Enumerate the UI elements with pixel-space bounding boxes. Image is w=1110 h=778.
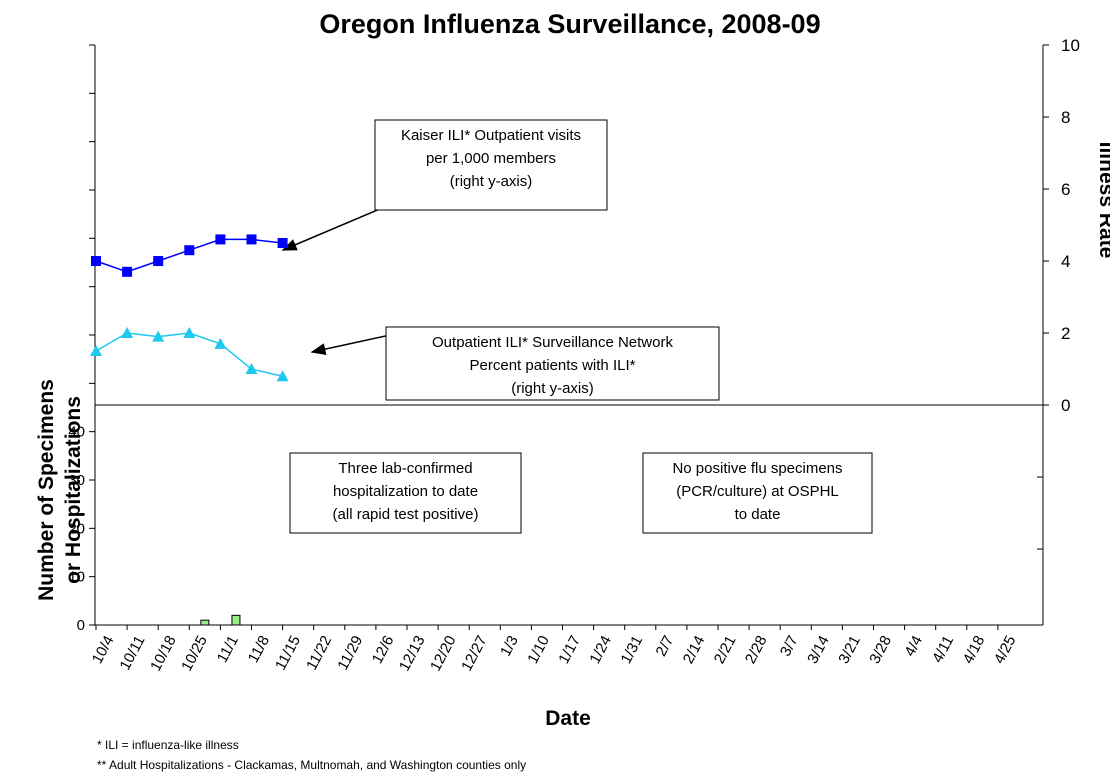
annotation: (all rapid test positive) <box>333 506 479 523</box>
y2-tick-label: 4 <box>1061 252 1070 271</box>
y-tick-label: 40 <box>68 424 85 441</box>
x-tick-label: 4/4 <box>901 633 926 659</box>
annotation-box <box>642 452 873 534</box>
x-tick-label: 11/15 <box>272 633 304 673</box>
annotation: Outpatient ILI* Surveillance Network <box>432 334 673 351</box>
annotation-box <box>374 119 608 211</box>
marker <box>90 345 102 357</box>
x-tick-label: 2/21 <box>711 633 740 667</box>
x-tick-label: 12/27 <box>458 633 491 674</box>
annotation: to date <box>735 506 781 523</box>
marker <box>152 330 165 342</box>
marker <box>277 238 288 249</box>
annotation: Three lab-confirmed <box>338 460 472 477</box>
x-tick-label: 12/20 <box>427 633 460 674</box>
annotation: per 1,000 members <box>426 150 556 167</box>
annotation: (PCR/culture) at OSPHL <box>676 483 839 500</box>
x-tick-label: 4/11 <box>929 633 957 666</box>
x-tick-label: 1/17 <box>555 633 584 667</box>
x-tick-label: 1/24 <box>586 633 615 667</box>
bar <box>200 619 210 626</box>
x-tick-label: 3/7 <box>777 633 802 659</box>
marker <box>91 256 101 267</box>
x-tick-label: 12/13 <box>396 633 429 674</box>
arrow <box>310 334 391 355</box>
x-tick-label: 11/29 <box>334 633 366 673</box>
marker <box>246 234 257 245</box>
y2-tick-label: 8 <box>1061 108 1070 127</box>
footnote: * ILI = influenza-like illness <box>97 738 239 752</box>
x-axis-title: Date <box>545 707 591 730</box>
annotation: hospitalization to date <box>333 483 478 500</box>
marker <box>276 370 289 382</box>
x-tick-label: 10/18 <box>147 633 180 674</box>
y2-tick-label: 2 <box>1061 324 1070 343</box>
annotation: Percent patients with ILI* <box>470 357 636 374</box>
x-tick-label: 2/28 <box>742 633 771 667</box>
marker <box>214 337 227 349</box>
marker <box>215 234 226 245</box>
y2-tick-label: 6 <box>1061 180 1070 199</box>
x-tick-label: 10/11 <box>117 633 149 673</box>
x-tick-label: 2/7 <box>653 633 678 659</box>
marker <box>245 363 258 375</box>
x-tick-label: 2/14 <box>680 633 709 667</box>
x-tick-label: 3/28 <box>866 633 895 667</box>
y-tick-label: 10 <box>68 569 85 586</box>
x-tick-label: 12/6 <box>369 633 398 667</box>
y2-tick-label: 0 <box>1061 396 1070 415</box>
x-tick-label: 3/21 <box>835 633 864 667</box>
y-axis-title: or Hospitalizations <box>62 396 85 584</box>
annotation-box <box>385 326 720 401</box>
x-tick-label: 3/14 <box>804 633 833 667</box>
x-tick-label: 4/18 <box>960 633 989 667</box>
x-tick-label: 1/31 <box>618 633 647 667</box>
y-tick-label: 0 <box>77 617 85 634</box>
annotation: (right y-axis) <box>450 173 533 190</box>
x-tick-label: 1/3 <box>497 633 522 659</box>
y-axis-title: Number of Specimens <box>35 379 58 601</box>
x-tick-label: 11/1 <box>214 633 242 666</box>
y-tick-label: 30 <box>68 472 85 489</box>
y2-tick-label: 10 <box>1061 36 1080 55</box>
x-tick-label: 10/4 <box>89 633 118 667</box>
y2-axis-title: Illness Rate <box>1095 142 1110 259</box>
annotation: No positive flu specimens <box>672 460 842 477</box>
marker <box>121 327 134 339</box>
x-tick-label: 1/10 <box>524 633 553 667</box>
annotation-box <box>289 452 522 534</box>
x-tick-label: 11/8 <box>245 633 273 666</box>
annotation: Kaiser ILI* Outpatient visits <box>401 127 581 144</box>
chart-title: Oregon Influenza Surveillance, 2008-09 <box>319 9 820 39</box>
x-tick-label: 11/22 <box>303 633 335 673</box>
annotation: (right y-axis) <box>511 380 594 397</box>
x-tick-label: 4/25 <box>991 633 1020 667</box>
marker <box>183 327 196 339</box>
y-tick-label: 20 <box>68 520 85 537</box>
marker <box>122 266 133 277</box>
marker <box>153 256 164 267</box>
x-tick-label: 10/25 <box>178 633 211 674</box>
footnote: ** Adult Hospitalizations - Clackamas, M… <box>97 758 526 772</box>
marker <box>184 245 195 256</box>
bar <box>231 614 241 626</box>
